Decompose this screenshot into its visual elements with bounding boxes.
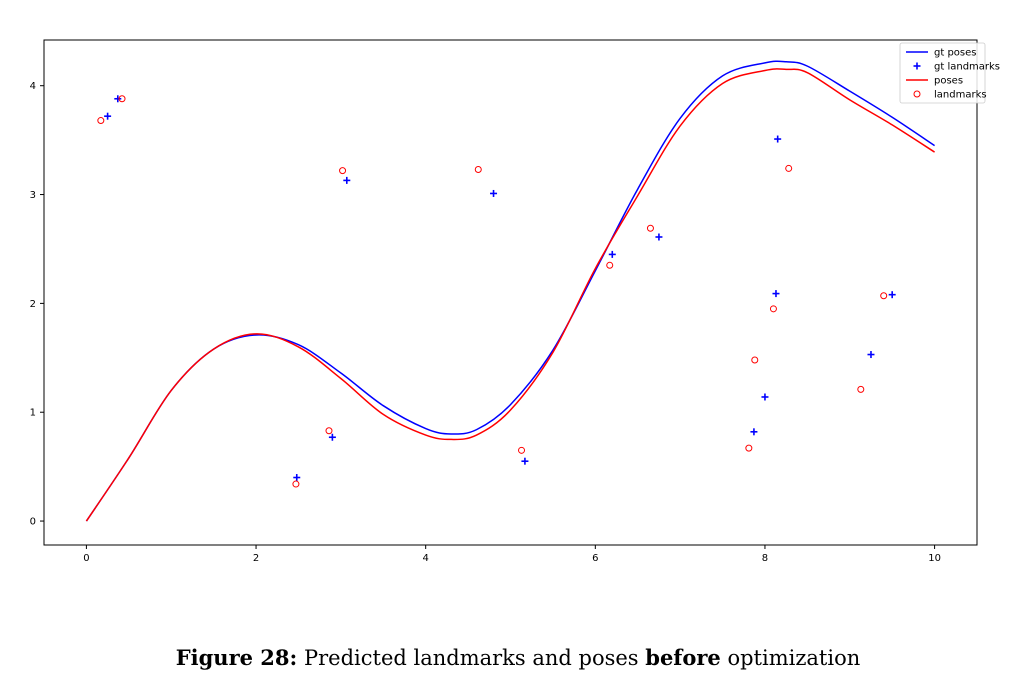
x-tick-label: 8 (762, 553, 768, 564)
landmarks-point (292, 480, 300, 488)
x-tick-label: 2 (253, 553, 259, 564)
gt-landmarks-point (772, 290, 780, 298)
landmarks-point (745, 444, 753, 452)
x-axis: 0 2 4 6 8 10 (83, 545, 941, 564)
landmarks-point (118, 95, 126, 103)
landmarks-point (785, 164, 793, 172)
y-tick-label: 0 (30, 517, 36, 528)
gt-landmarks-legend-swatch (913, 62, 921, 70)
poses-line (85, 68, 935, 522)
x-tick-label: 4 (422, 553, 428, 564)
gt-landmarks-point (888, 291, 896, 299)
series-lines (85, 60, 936, 522)
y-tick-label: 2 (30, 299, 36, 310)
landmarks-point (646, 224, 654, 232)
gt-landmarks-point (774, 135, 782, 143)
gt-landmarks-point (867, 351, 875, 359)
gt-landmarks-point (655, 233, 663, 241)
series-markers (97, 95, 896, 488)
gt-landmarks-point (293, 474, 301, 482)
figure-label: Figure 28: (175, 645, 298, 670)
caption-text-before: Predicted landmarks and poses (303, 646, 639, 670)
y-tick-label: 4 (30, 81, 36, 92)
gt-landmarks-point (328, 433, 336, 441)
landmarks-point (474, 166, 482, 174)
landmarks-point (606, 261, 614, 269)
legend: gt poses gt landmarks poses landmarks (899, 42, 1000, 104)
landmarks-point (880, 292, 888, 300)
gt-landmarks-point (608, 250, 616, 258)
x-tick-label: 0 (83, 553, 89, 564)
x-tick-label: 6 (592, 553, 598, 564)
gt-landmarks-point (750, 428, 758, 436)
y-tick-label: 3 (30, 190, 36, 201)
landmarks-point (769, 305, 777, 313)
gt-landmarks-legend-label: gt landmarks (934, 62, 1000, 73)
gt-landmarks-point (343, 176, 351, 184)
poses-legend-label: poses (934, 76, 963, 87)
caption-bold-word: before (645, 645, 721, 670)
landmarks-point (325, 427, 333, 435)
caption-text-after: optimization (727, 646, 861, 670)
landmarks-point (339, 167, 347, 175)
gt-landmarks-point (104, 112, 112, 120)
figure-caption: Figure 28: Predicted landmarks and poses… (0, 645, 1036, 670)
y-tick-label: 1 (30, 408, 36, 419)
landmarks-legend-swatch (913, 90, 921, 98)
landmarks-legend-label: landmarks (934, 90, 987, 101)
gt-landmarks-point (521, 457, 529, 465)
gt-landmarks-point (761, 393, 769, 401)
gt-landmarks-point (114, 95, 122, 103)
landmarks-point (518, 446, 526, 454)
landmarks-point (97, 117, 105, 125)
x-tick-label: 10 (928, 553, 941, 564)
landmarks-point (857, 385, 865, 393)
landmarks-point (751, 356, 759, 364)
gt-poses-line (85, 60, 936, 522)
legend-box (899, 42, 986, 104)
gt-poses-legend-label: gt poses (934, 48, 977, 59)
y-axis: 0 1 2 3 4 (30, 81, 44, 528)
plot-frame (43, 39, 978, 546)
gt-landmarks-point (490, 189, 498, 197)
